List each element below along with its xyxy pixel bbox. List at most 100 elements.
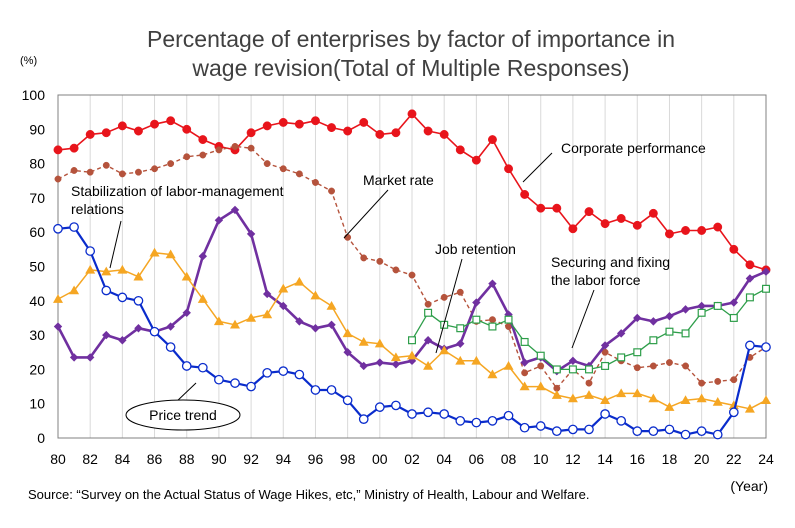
point-job-retention (342, 328, 353, 338)
point-job-retention (632, 388, 643, 398)
point-price-trend (535, 421, 546, 431)
x-tick-label: 10 (533, 451, 549, 467)
point-securing-labor-force (681, 329, 690, 338)
point-corporate-performance (407, 109, 417, 119)
point-corporate-performance (665, 229, 674, 239)
point-price-trend (745, 340, 755, 351)
point-market-rate (714, 377, 722, 385)
point-job-retention (519, 381, 530, 391)
point-stabilization (246, 229, 256, 239)
point-stabilization (456, 339, 465, 348)
point-corporate-performance (343, 126, 353, 136)
point-job-retention (535, 381, 546, 391)
point-job-retention (69, 285, 80, 295)
point-corporate-performance (166, 116, 176, 126)
point-corporate-performance (568, 224, 578, 234)
y-tick-labels: 0 10 20 30 40 50 60 70 80 90 100 (22, 87, 46, 446)
point-job-retention (246, 312, 257, 322)
market-leader (343, 189, 389, 239)
annotation-market-rate: Market rate (363, 172, 434, 188)
point-price-trend (197, 362, 208, 373)
point-market-rate (344, 233, 352, 241)
point-market-rate (633, 364, 641, 372)
point-job-retention (567, 393, 578, 403)
point-job-retention (294, 276, 305, 286)
point-job-retention (761, 395, 771, 405)
point-price-trend (165, 342, 176, 352)
x-tick-label: 88 (179, 451, 195, 467)
point-stabilization (230, 205, 240, 215)
point-market-rate (279, 165, 287, 173)
point-price-trend (326, 385, 337, 395)
annotation-price-trend: Price trend (149, 407, 217, 423)
grid-lines (89, 95, 735, 438)
point-market-rate (231, 143, 239, 150)
point-price-trend (761, 342, 771, 352)
point-stabilization (134, 324, 143, 333)
point-corporate-performance (101, 128, 111, 138)
x-tick-label: 94 (275, 451, 291, 467)
point-price-trend (519, 422, 530, 433)
point-market-rate (666, 359, 673, 366)
point-job-retention (584, 390, 594, 399)
point-price-trend (214, 374, 224, 385)
source-note: Source: “Survey on the Actual Status of … (28, 487, 589, 502)
point-job-retention (262, 309, 273, 319)
point-job-retention (165, 249, 176, 259)
series-corporate-performance (53, 109, 771, 275)
point-price-trend (568, 424, 578, 435)
point-corporate-performance (359, 117, 369, 127)
point-price-trend (632, 426, 643, 436)
point-job-retention (616, 388, 627, 398)
x-tick-label: 80 (50, 451, 66, 467)
point-corporate-performance (262, 121, 272, 131)
point-stabilization (69, 353, 79, 362)
y-axis-unit: (%) (20, 55, 37, 67)
x-tick-label: 16 (629, 451, 645, 467)
annotation-securing-line1: Securing and fixing (551, 254, 670, 270)
series-securing-labor-force (408, 284, 770, 374)
point-price-trend (680, 429, 691, 440)
point-market-rate (54, 175, 62, 183)
x-tick-label: 12 (565, 451, 581, 467)
point-price-trend (278, 366, 289, 376)
x-tick-label: 98 (340, 451, 356, 467)
x-tick-label: 92 (243, 451, 259, 467)
point-market-rate (183, 153, 191, 161)
point-corporate-performance (69, 143, 79, 153)
point-securing-labor-force (761, 284, 770, 293)
point-corporate-performance (552, 203, 562, 213)
point-price-trend (294, 369, 305, 380)
point-securing-labor-force (488, 322, 497, 331)
point-price-trend (342, 395, 353, 406)
point-stabilization (681, 305, 690, 314)
point-market-rate (698, 379, 706, 387)
point-price-trend (53, 223, 63, 234)
point-stabilization (182, 308, 191, 318)
point-job-retention (213, 316, 224, 326)
point-price-trend (712, 429, 723, 440)
point-market-rate (102, 161, 110, 169)
point-securing-labor-force (472, 315, 481, 324)
point-securing-labor-force (729, 313, 738, 322)
x-axis-unit: (Year) (730, 478, 768, 494)
point-market-rate (263, 160, 271, 168)
point-price-trend (616, 415, 627, 426)
point-corporate-performance (311, 116, 320, 126)
point-job-retention (53, 294, 63, 303)
series-job-retention (53, 247, 771, 413)
x-tick-labels: 80 82 84 86 88 90 92 94 96 98 00 02 04 06 08 10 12 14 16 18… (50, 451, 774, 467)
point-corporate-performance (455, 145, 465, 155)
point-corporate-performance (198, 135, 208, 145)
y-tick-label: 40 (29, 293, 45, 309)
point-stabilization (295, 317, 304, 326)
point-securing-labor-force (504, 315, 513, 324)
x-tick-label: 06 (469, 451, 485, 467)
point-stabilization (761, 267, 771, 276)
point-job-retention (728, 400, 739, 410)
price-trend-callout (125, 399, 241, 431)
point-corporate-performance (697, 226, 707, 235)
point-market-rate (376, 257, 384, 265)
annotation-stabilization-line1: Stabilization of labor-management (71, 183, 284, 199)
